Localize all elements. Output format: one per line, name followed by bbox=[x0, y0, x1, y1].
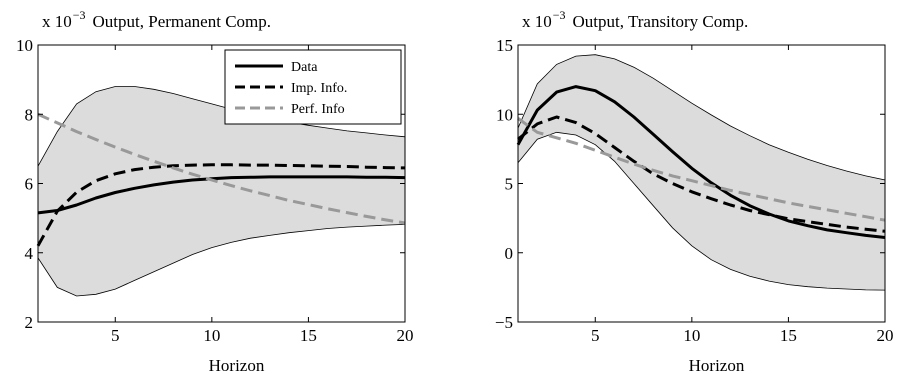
x-tick-label: 20 bbox=[877, 326, 894, 345]
y-tick-label: 2 bbox=[25, 313, 34, 332]
chart-panel-transitory: 5 10 15 20 −5 0 5 10 15 x 10 −3 Output, Transito… bbox=[495, 8, 894, 374]
y-tick-label: 5 bbox=[505, 175, 514, 194]
x-tick-label: 15 bbox=[780, 326, 797, 345]
chart-title-exponent: −3 bbox=[73, 8, 86, 22]
y-tick-label: −5 bbox=[495, 313, 513, 332]
chart-title: Output, Permanent Comp. bbox=[93, 12, 271, 31]
y-tick-label: 4 bbox=[25, 244, 34, 263]
plot-area: 5 10 15 20 −5 0 5 10 15 bbox=[495, 36, 894, 345]
y-tick-label: 10 bbox=[16, 36, 33, 55]
chart-panel-permanent: 5 10 15 20 2 4 6 8 10 x 10 −3 Output, Permanent … bbox=[16, 8, 414, 374]
y-tick-label: 6 bbox=[25, 175, 34, 194]
confidence-band bbox=[517, 54, 886, 291]
plot-area: 5 10 15 20 2 4 6 8 10 bbox=[16, 36, 414, 345]
x-tick-label: 5 bbox=[591, 326, 600, 345]
legend-entry-imp-info: Imp. Info. bbox=[291, 81, 347, 96]
chart-title-scale: x 10 bbox=[522, 12, 552, 31]
series-line-data bbox=[37, 175, 406, 215]
y-tick-label: 10 bbox=[496, 105, 513, 124]
series-line-imp-info bbox=[36, 163, 406, 247]
chart-title-exponent: −3 bbox=[553, 8, 566, 22]
chart-title: Output, Transitory Comp. bbox=[573, 12, 749, 31]
x-tick-label: 15 bbox=[300, 326, 317, 345]
x-tick-label: 5 bbox=[111, 326, 120, 345]
x-tick-label: 20 bbox=[397, 326, 414, 345]
x-tick-label: 10 bbox=[203, 326, 220, 345]
legend-entry-perf-info: Perf. Info bbox=[291, 102, 345, 117]
x-tick-label: 10 bbox=[683, 326, 700, 345]
y-tick-label: 15 bbox=[496, 36, 513, 55]
series-line-data bbox=[516, 85, 886, 239]
chart-title-scale: x 10 bbox=[42, 12, 72, 31]
y-tick-label: 0 bbox=[505, 244, 514, 263]
legend-entry-data: Data bbox=[291, 60, 318, 75]
x-axis-label: Horizon bbox=[209, 356, 265, 374]
y-tick-label: 8 bbox=[25, 105, 34, 124]
x-axis-label: Horizon bbox=[689, 356, 745, 374]
legend: Data Imp. Info. Perf. Info bbox=[224, 49, 402, 125]
